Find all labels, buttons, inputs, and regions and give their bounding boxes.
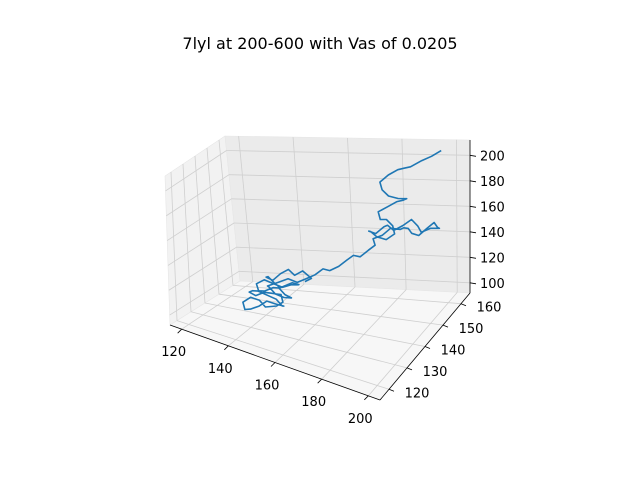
x-tick [177,328,182,334]
pane-back [224,135,471,294]
y-tick-label: 120 [405,386,430,401]
gridline-x-back [347,137,356,288]
series-group [242,149,442,311]
x-tick [364,395,369,401]
gridline-z-back [231,198,471,207]
gridline-z-back [233,222,471,233]
y-tick [424,346,431,349]
gridline-y-floor [176,320,390,390]
y-tick-label: 150 [459,322,484,337]
gridline-x-back [292,137,305,285]
gridline-y-floor [190,311,408,369]
gridline-x-back [455,139,458,293]
x-tick [317,378,322,384]
z-tick-label: 180 [480,175,505,190]
z-tick-label: 200 [480,149,505,164]
axis-ticks: 120 140 160 180 200 120 130 140 150 160 100 120 140 1… [161,149,505,427]
x-tick-label: 200 [348,412,373,427]
x-tick-label: 160 [255,379,280,394]
gridline-z-back [226,150,471,156]
gridline-z-left [167,222,235,266]
z-tick [469,154,477,157]
z-tick-label: 100 [480,277,505,292]
chart-title: 7lyl at 200-600 with Vas of 0.0205 [182,34,457,53]
gridline-x-back [238,136,254,282]
z-tick [469,231,477,234]
z-tick [469,205,477,208]
gridline-z-left [166,198,232,241]
gridline-z-left [168,246,237,291]
series-line-1 [242,149,442,311]
z-tick-label: 120 [480,251,505,266]
gridline-x-back [401,138,407,290]
y-tick-label: 130 [423,365,448,380]
x-tick-label: 120 [161,345,186,360]
y-tick-label: 140 [441,344,466,359]
x-tick [270,362,276,367]
gridline-y-left [194,155,206,304]
z-tick [469,282,477,285]
gridline-y-left [170,171,178,321]
gridline-y-floor [204,302,426,347]
gridline-z-back [236,246,471,258]
gridline-z-left [165,150,227,192]
y-tick-label: 160 [477,301,502,316]
gridline-y-left [218,139,234,286]
gridline-y-left [206,147,220,295]
x-tick [224,345,229,351]
z-tick [469,256,477,259]
y-tick [388,388,395,392]
y-tick [442,324,449,328]
z-tick-label: 160 [480,200,505,215]
gridline-z-back [228,174,471,182]
gridline-y-left [182,163,192,312]
x-tick-label: 140 [208,362,233,377]
z-tick [469,180,477,183]
y-tick [406,367,413,371]
gridline-z-back [238,270,471,284]
gridline-z-left [166,174,230,217]
y-tick [460,303,467,307]
z-tick-label: 140 [480,226,505,241]
gridline-z-left [169,270,240,316]
x-tick-label: 180 [301,395,326,410]
